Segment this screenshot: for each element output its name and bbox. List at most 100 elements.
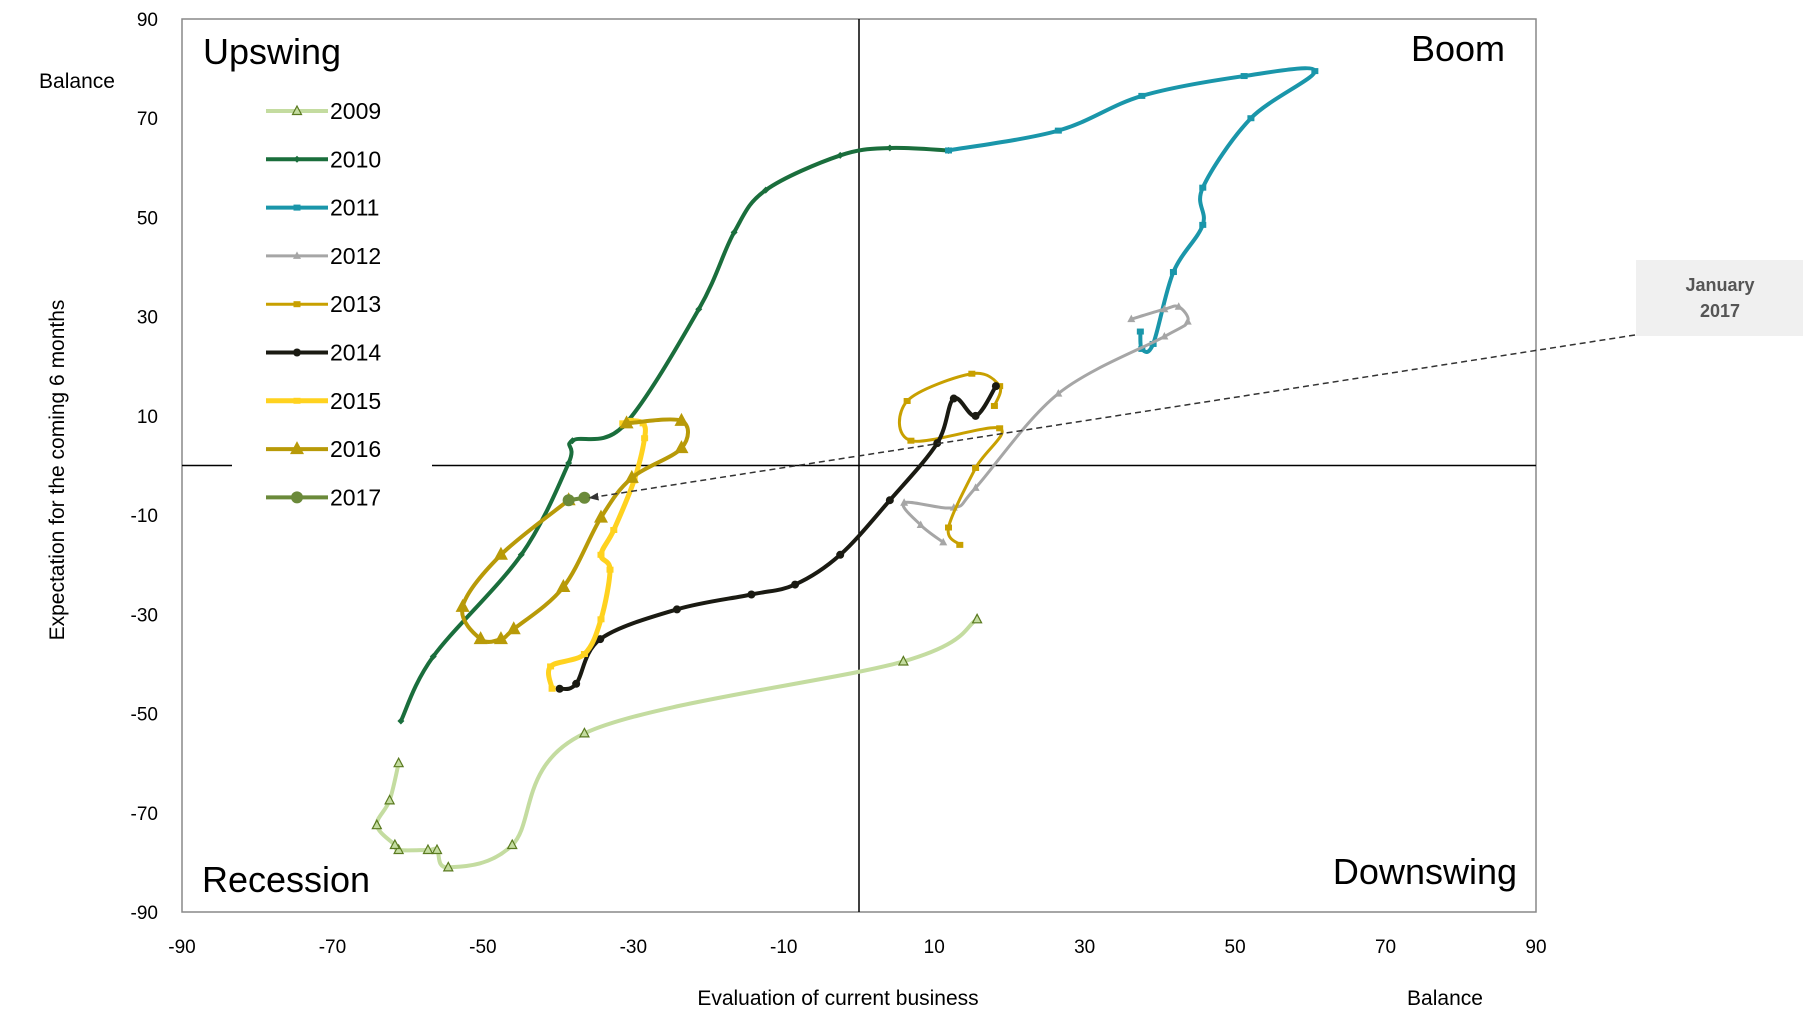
y-tick-label: 50 — [137, 208, 158, 229]
data-point-2010 — [695, 305, 703, 313]
legend-item-2011: 2011 — [266, 195, 379, 221]
legend-label: 2015 — [330, 388, 381, 414]
data-point-2016 — [455, 598, 470, 612]
series-line-2010 — [398, 145, 951, 723]
legend-label: 2010 — [330, 146, 381, 172]
data-point-2009 — [506, 838, 518, 850]
x-tick-label: 50 — [1225, 937, 1246, 958]
legend-background — [232, 85, 432, 520]
data-point-2014 — [991, 382, 1000, 391]
y-tick-label: -50 — [131, 705, 158, 726]
data-point-2016 — [593, 509, 608, 523]
data-point-2013 — [945, 524, 953, 531]
y-tick-label: -10 — [131, 506, 158, 527]
data-point-2012 — [1160, 332, 1169, 340]
series-line-2015 — [546, 418, 648, 692]
data-point-2016 — [506, 621, 521, 635]
data-point-2014 — [836, 550, 845, 559]
data-point-2014 — [971, 411, 980, 420]
data-point-2015 — [580, 651, 588, 658]
y-tick-label: -70 — [131, 804, 158, 825]
legend-item-2017: 2017 — [266, 484, 381, 510]
series-2011 — [945, 66, 1319, 354]
data-point-2014 — [672, 605, 681, 614]
x-tick-label: -50 — [469, 937, 496, 958]
data-point-2010 — [565, 459, 573, 467]
data-point-2012 — [1183, 317, 1192, 325]
series-2010 — [397, 144, 953, 725]
x-tick-label: 10 — [924, 937, 945, 958]
annotation-box — [1636, 260, 1803, 336]
legend-marker — [293, 251, 301, 259]
data-point-2012 — [1054, 389, 1063, 397]
legend-label: 2009 — [330, 98, 381, 124]
series-line-2016 — [460, 417, 691, 644]
data-point-2013 — [907, 437, 915, 444]
legend-marker — [293, 301, 301, 308]
data-point-2016 — [556, 579, 571, 593]
data-point-2013 — [972, 464, 980, 471]
data-point-2012 — [1160, 304, 1169, 313]
x-axis-unit: Balance — [1407, 987, 1483, 1010]
x-tick-label: 30 — [1074, 937, 1095, 958]
legend-label: 2014 — [330, 340, 381, 366]
legend-label: 2012 — [330, 243, 381, 269]
data-point-2015 — [606, 566, 614, 573]
legend-marker — [291, 491, 303, 504]
legend-label: 2011 — [330, 195, 379, 221]
data-point-2017 — [562, 494, 575, 507]
data-point-2011 — [1247, 115, 1255, 122]
data-point-2014 — [572, 679, 581, 688]
legend-item-2016: 2016 — [266, 436, 381, 462]
data-point-2009 — [422, 843, 434, 855]
x-tick-label: -30 — [620, 937, 647, 958]
data-point-2010 — [429, 653, 437, 661]
data-point-2016 — [493, 631, 508, 645]
data-point-2009 — [897, 655, 909, 666]
data-point-2011 — [1149, 340, 1157, 347]
annotation-line2: 2017 — [1700, 301, 1740, 321]
legend-label: 2016 — [330, 436, 381, 462]
data-point-2011 — [1199, 221, 1207, 228]
quadrant-upswing: Upswing — [203, 31, 341, 72]
series-2014 — [555, 382, 1000, 693]
data-point-2012 — [916, 520, 925, 529]
series-2009 — [371, 613, 983, 872]
quadrant-boom: Boom — [1411, 28, 1505, 69]
legend-label: 2013 — [330, 291, 381, 317]
data-point-2014 — [949, 394, 958, 403]
data-point-2011 — [1169, 269, 1177, 276]
data-point-2012 — [900, 498, 909, 506]
data-point-2014 — [596, 635, 605, 644]
data-point-2009 — [389, 838, 401, 850]
series-2013 — [897, 370, 1004, 548]
data-point-2015 — [597, 616, 605, 623]
data-point-2013 — [956, 541, 964, 548]
data-point-2013 — [990, 402, 998, 409]
quadrant-recession: Recession — [202, 859, 370, 900]
data-point-2011 — [1136, 328, 1144, 335]
data-point-2016 — [624, 469, 639, 483]
annotation-line1: January — [1685, 275, 1754, 295]
series-2017 — [562, 491, 591, 507]
data-point-2016 — [674, 412, 689, 426]
legend: 2009 2010 2011 2012 2013 2014 2015 2016 2017 — [266, 98, 381, 510]
data-point-2010 — [568, 437, 576, 445]
series-2012 — [900, 302, 1192, 546]
data-point-2010 — [762, 186, 770, 194]
data-point-2013 — [903, 398, 911, 405]
data-point-2015 — [610, 526, 618, 533]
data-point-2010 — [397, 717, 405, 725]
y-tick-label: 70 — [137, 109, 158, 130]
x-tick-labels: -90 -70 -50 -30 -10 10 30 50 70 90 — [168, 937, 1546, 958]
legend-marker — [293, 155, 301, 163]
legend-item-2013: 2013 — [266, 291, 381, 317]
data-point-2015 — [626, 417, 634, 424]
x-tick-label: -10 — [770, 937, 797, 958]
legend-item-2015: 2015 — [266, 388, 381, 414]
x-tick-label: -90 — [168, 937, 195, 958]
legend-marker — [290, 441, 304, 455]
legend-item-2014: 2014 — [266, 340, 381, 366]
data-point-2009 — [971, 613, 983, 624]
